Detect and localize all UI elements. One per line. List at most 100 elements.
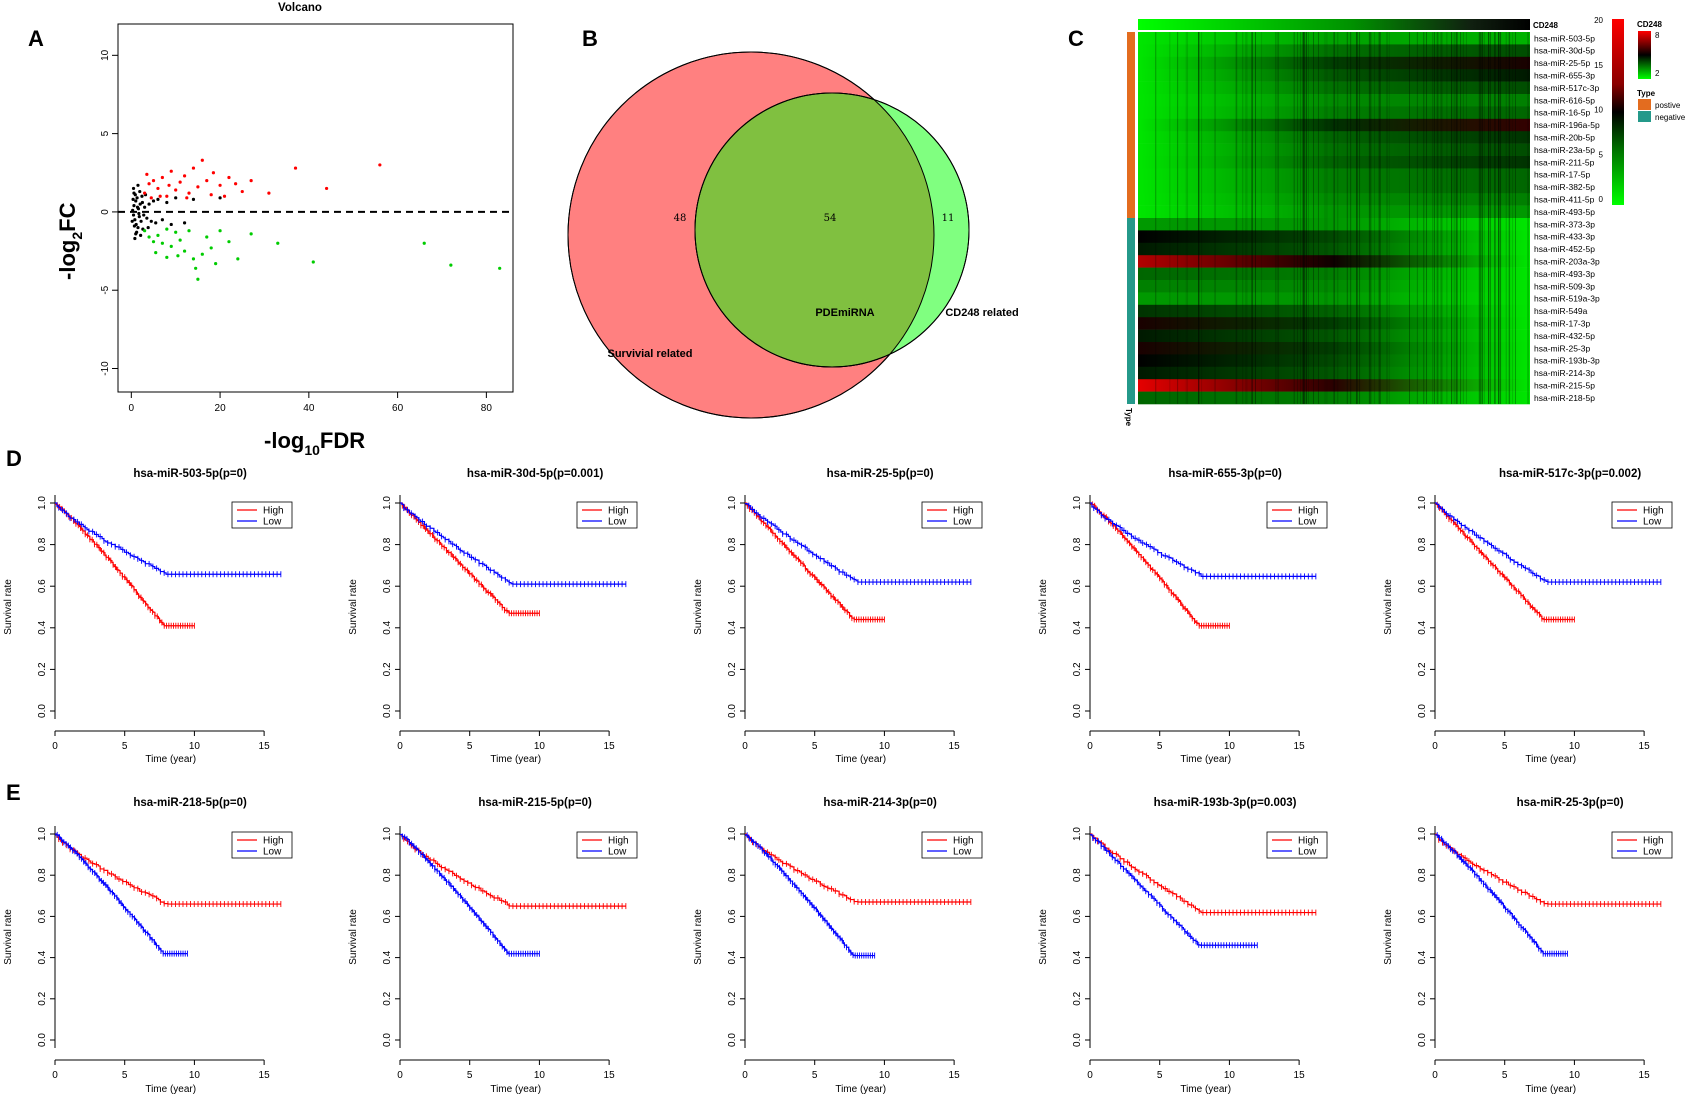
heatmap-row <box>1138 379 1530 392</box>
volcano-point-ns <box>136 183 140 187</box>
km-plot: hsa-miR-218-5p(p=0) 0.0 0.2 0.4 0.6 0.8 1.0 0 5 1… <box>3 797 293 1095</box>
km-title: hsa-miR-25-5p(p=0) <box>827 468 934 480</box>
km-xtick-label: 10 <box>879 1070 891 1081</box>
km-xlabel: Time (year) <box>1180 754 1231 765</box>
heatmap-stripe <box>1456 32 1458 404</box>
heatmap-stripe <box>1305 32 1307 404</box>
main-scale-tick: 10 <box>1594 106 1603 115</box>
km-xtick-label: 0 <box>1087 741 1093 752</box>
km-xtick-label: 10 <box>534 1070 546 1081</box>
volcano-point-up <box>324 186 329 191</box>
volcano-point-up <box>151 178 156 183</box>
km-ytick-label: 0.4 <box>1072 620 1083 634</box>
volcano-point-down <box>209 246 213 250</box>
km-xtick-label: 5 <box>467 741 473 752</box>
volcano-point-ns <box>169 222 173 227</box>
heatmap-row <box>1138 81 1530 95</box>
heatmap-stripe <box>1236 32 1238 404</box>
km-ytick-label: 0.8 <box>1072 868 1083 882</box>
km-xtick-label: 10 <box>879 741 891 752</box>
heatmap-row-label: hsa-miR-373-3p <box>1534 219 1595 229</box>
heatmap-row <box>1138 69 1530 82</box>
type-legend-negative: negative <box>1655 113 1686 122</box>
heatmap-row-label: hsa-miR-25-5p <box>1534 58 1590 68</box>
venn-diagram: 48 54 11 PDEmiRNA Survivial related CD24… <box>567 51 1019 419</box>
volcano-point-down <box>205 235 209 239</box>
km-ytick-label: 0.4 <box>382 620 393 634</box>
heatmap-row <box>1138 180 1530 194</box>
volcano-point-down <box>196 277 200 281</box>
heatmap-stripe <box>1374 32 1376 404</box>
venn-intersection-count: 54 <box>824 213 837 224</box>
heatmap-row <box>1138 56 1530 70</box>
heatmap-row-label: hsa-miR-493-5p <box>1534 207 1595 217</box>
heatmap-stripe <box>1386 32 1388 404</box>
km-ylabel: Survival rate <box>693 579 704 635</box>
volcano-xtick-label: 60 <box>392 403 404 414</box>
km-ytick-label: 0.0 <box>37 704 48 718</box>
volcano-point-ns <box>138 202 142 206</box>
km-xtick-label: 15 <box>604 1070 616 1081</box>
volcano-ytick-label: -5 <box>100 285 111 294</box>
heatmap-type-positive-bar <box>1127 32 1135 218</box>
heatmap-stripe <box>1482 32 1483 404</box>
heatmap-stripe <box>1246 32 1248 404</box>
km-ytick-label: 0.0 <box>727 1033 738 1047</box>
volcano-point-ns <box>131 213 136 217</box>
km-ylabel: Survival rate <box>1038 909 1049 965</box>
volcano-point-ns <box>134 199 138 203</box>
heatmap-row <box>1138 280 1530 293</box>
volcano-point-up <box>218 183 222 187</box>
panel-letter-d: D <box>6 446 22 471</box>
heatmap-stripe <box>1432 32 1434 404</box>
km-ylabel: Survival rate <box>348 909 359 965</box>
km-xtick-label: 10 <box>1569 741 1581 752</box>
km-xtick-label: 0 <box>742 741 748 752</box>
volcano-point-up <box>249 178 253 183</box>
km-title: hsa-miR-30d-5p(p=0.001) <box>467 468 604 480</box>
heatmap-stripe <box>1490 32 1491 404</box>
km-curve-high <box>55 833 281 905</box>
km-ylabel: Survival rate <box>693 909 704 965</box>
volcano-xlabel: -log10FDR <box>264 428 365 458</box>
heatmap-stripe <box>1252 32 1253 404</box>
km-xtick-label: 0 <box>397 1070 403 1081</box>
heatmap-type-negative-bar <box>1127 218 1135 404</box>
heatmap-stripe <box>1155 32 1157 404</box>
km-xlabel: Time (year) <box>490 754 541 765</box>
venn-survival-only-count: 48 <box>674 213 687 224</box>
heatmap-stripe <box>1462 32 1464 404</box>
heatmap-row <box>1138 118 1530 132</box>
volcano-point-up <box>234 182 238 186</box>
km-ytick-label: 0.0 <box>382 704 393 718</box>
heatmap: CD248 hsa-miR-503-5p hsa-miR-30d-5p hsa-mi… <box>1124 16 1686 427</box>
heatmap-stripe <box>1235 32 1237 404</box>
km-ytick-label: 0.4 <box>1417 620 1428 634</box>
volcano-point-down <box>169 244 173 248</box>
main-scale-tick: 20 <box>1594 16 1603 25</box>
km-legend <box>231 831 293 859</box>
km-ylabel: Survival rate <box>3 579 14 635</box>
km-xtick-label: 5 <box>1157 1070 1163 1081</box>
km-ytick-label: 1.0 <box>727 496 738 510</box>
km-ytick-label: 0.0 <box>1417 1033 1428 1047</box>
volcano-point-ns <box>132 204 136 208</box>
heatmap-stripe <box>1303 32 1305 404</box>
volcano-ylabel: -log2FC <box>55 202 85 280</box>
km-legend-high: High <box>1298 836 1319 847</box>
km-ytick-label: 0.4 <box>382 950 393 964</box>
km-legend-high: High <box>1643 506 1664 517</box>
volcano-point-ns <box>145 216 149 220</box>
heatmap-stripe <box>1304 32 1305 404</box>
heatmap-stripe <box>1466 32 1467 404</box>
km-plot: hsa-miR-25-3p(p=0) 0.0 0.2 0.4 0.6 0.8 1.0 0 5 10… <box>1383 797 1673 1095</box>
heatmap-stripe <box>1177 32 1179 404</box>
km-ytick-label: 0.6 <box>727 909 738 923</box>
km-plot: hsa-miR-193b-3p(p=0.003) 0.0 0.2 0.4 0.6 0.8 1… <box>1038 797 1328 1095</box>
cd248-scale-tick: 2 <box>1655 69 1660 78</box>
heatmap-stripe <box>1423 32 1425 404</box>
km-ytick-label: 0.4 <box>37 950 48 964</box>
heatmap-row-label: hsa-miR-218-5p <box>1534 393 1595 403</box>
km-xlabel: Time (year) <box>835 1084 886 1095</box>
volcano-point-down <box>249 232 253 236</box>
